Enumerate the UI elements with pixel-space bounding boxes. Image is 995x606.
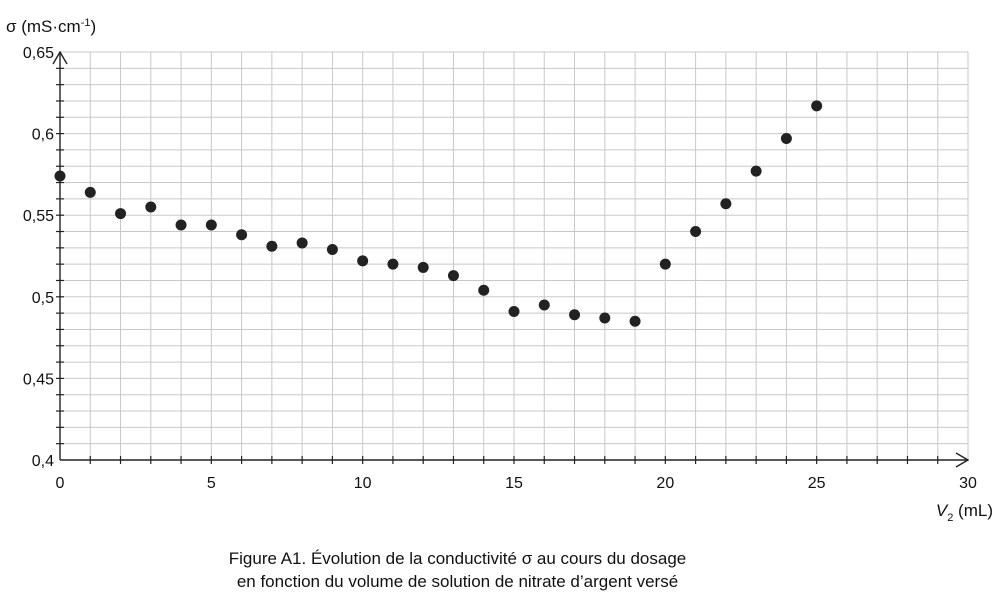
x-tick-label: 30 bbox=[959, 475, 977, 492]
y-tick-label: 0,65 bbox=[23, 45, 54, 62]
data-point bbox=[750, 165, 762, 177]
data-point bbox=[236, 229, 248, 241]
data-point bbox=[538, 299, 550, 311]
data-point bbox=[266, 240, 278, 252]
x-tick-label: 5 bbox=[207, 475, 216, 492]
x-tick-label: 25 bbox=[808, 475, 826, 492]
data-point bbox=[720, 198, 732, 210]
data-point bbox=[478, 284, 490, 296]
data-point bbox=[599, 312, 611, 324]
data-point bbox=[205, 219, 217, 231]
data-point bbox=[569, 309, 581, 321]
x-tick-label: 10 bbox=[354, 475, 372, 492]
data-point bbox=[780, 132, 792, 144]
caption-line-2: en fonction du volume de solution de nit… bbox=[236, 572, 679, 591]
x-tick-label: 20 bbox=[656, 475, 674, 492]
x-tick-labels: 0 5 10 15 20 25 30 bbox=[56, 475, 977, 492]
data-point bbox=[296, 237, 308, 249]
data-point bbox=[659, 258, 671, 270]
figure-caption: Figure A1. Évolution de la conductivité … bbox=[0, 547, 915, 593]
data-point bbox=[629, 315, 641, 327]
y-tick-labels: 0,4 0,45 0,5 0,55 0,6 0,65 bbox=[23, 45, 54, 470]
conductivity-scatter-chart: 0 5 10 15 20 25 30 0,4 0,45 0,5 0,55 0,6 0,65 σ (mS… bbox=[6, 17, 993, 524]
data-point bbox=[115, 208, 127, 220]
y-tick-label: 0,55 bbox=[23, 208, 54, 225]
data-point bbox=[417, 261, 429, 273]
caption-line-1: Figure A1. Évolution de la conductivité … bbox=[228, 549, 687, 568]
x-tick-label: 15 bbox=[505, 475, 523, 492]
data-point bbox=[387, 258, 399, 270]
data-point bbox=[84, 186, 96, 198]
x-axis-arrow bbox=[955, 452, 970, 468]
y-axis-arrow bbox=[52, 50, 68, 65]
data-point bbox=[508, 305, 520, 317]
data-point bbox=[326, 243, 338, 255]
data-point bbox=[447, 270, 459, 282]
data-point bbox=[175, 219, 187, 231]
data-point bbox=[811, 100, 823, 112]
x-axis-title: V2 (mL) bbox=[936, 501, 993, 524]
data-point bbox=[145, 201, 157, 213]
data-point bbox=[690, 226, 702, 238]
data-point bbox=[357, 255, 369, 267]
axes bbox=[52, 50, 970, 468]
y-tick-label: 0,6 bbox=[32, 127, 54, 144]
x-tick-label: 0 bbox=[56, 475, 65, 492]
data-points bbox=[54, 100, 823, 327]
axis-ticks bbox=[56, 67, 939, 464]
y-axis-title: σ (mS·cm-1) bbox=[6, 17, 96, 36]
grid bbox=[60, 51, 969, 460]
y-tick-label: 0,45 bbox=[23, 371, 54, 388]
data-point bbox=[54, 170, 66, 182]
y-tick-label: 0,4 bbox=[32, 453, 54, 470]
y-tick-label: 0,5 bbox=[32, 290, 54, 307]
